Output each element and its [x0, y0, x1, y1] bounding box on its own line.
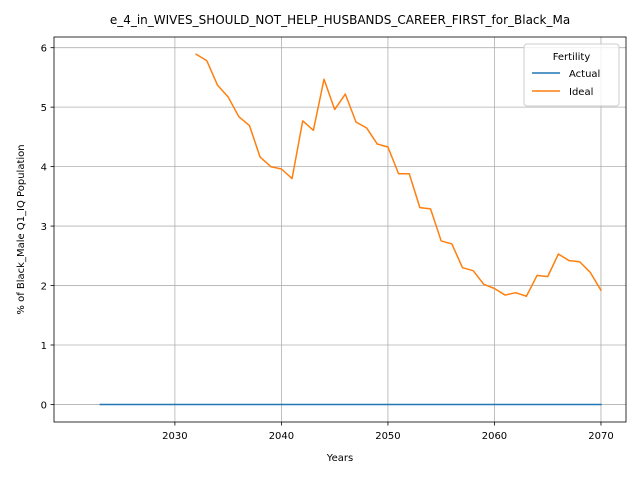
- legend-title: Fertility: [553, 52, 591, 63]
- x-tick-label: 2070: [588, 431, 613, 442]
- legend-label-actual: Actual: [569, 69, 600, 80]
- plot-area: [53, 36, 627, 423]
- series-line-ideal: [195, 53, 602, 297]
- y-tick-label: 2: [41, 282, 47, 293]
- y-tick-label: 1: [41, 341, 47, 352]
- series-lines: [99, 53, 602, 406]
- x-tick-label: 2060: [482, 431, 507, 442]
- y-tick-label: 3: [41, 222, 47, 233]
- y-axis-label: % of Black_Male Q1_IQ Population: [16, 144, 27, 314]
- chart-title: e_4_in_WIVES_SHOULD_NOT_HELP_HUSBANDS_CA…: [110, 13, 570, 27]
- y-tick-label: 0: [41, 400, 47, 411]
- x-axis-label: Years: [326, 453, 353, 464]
- x-tick-label: 2040: [269, 431, 294, 442]
- legend: Fertility Actual Ideal: [523, 43, 620, 107]
- x-tick-label: 2030: [162, 431, 187, 442]
- x-tick-label: 2050: [375, 431, 400, 442]
- y-tick-label: 4: [41, 163, 47, 174]
- axis-ticks: 2030 2040 2050 2060 2070 0 1 2 3 4 5 6: [41, 44, 614, 442]
- y-tick-label: 6: [41, 44, 47, 55]
- y-tick-label: 5: [41, 103, 47, 114]
- legend-label-ideal: Ideal: [569, 87, 593, 98]
